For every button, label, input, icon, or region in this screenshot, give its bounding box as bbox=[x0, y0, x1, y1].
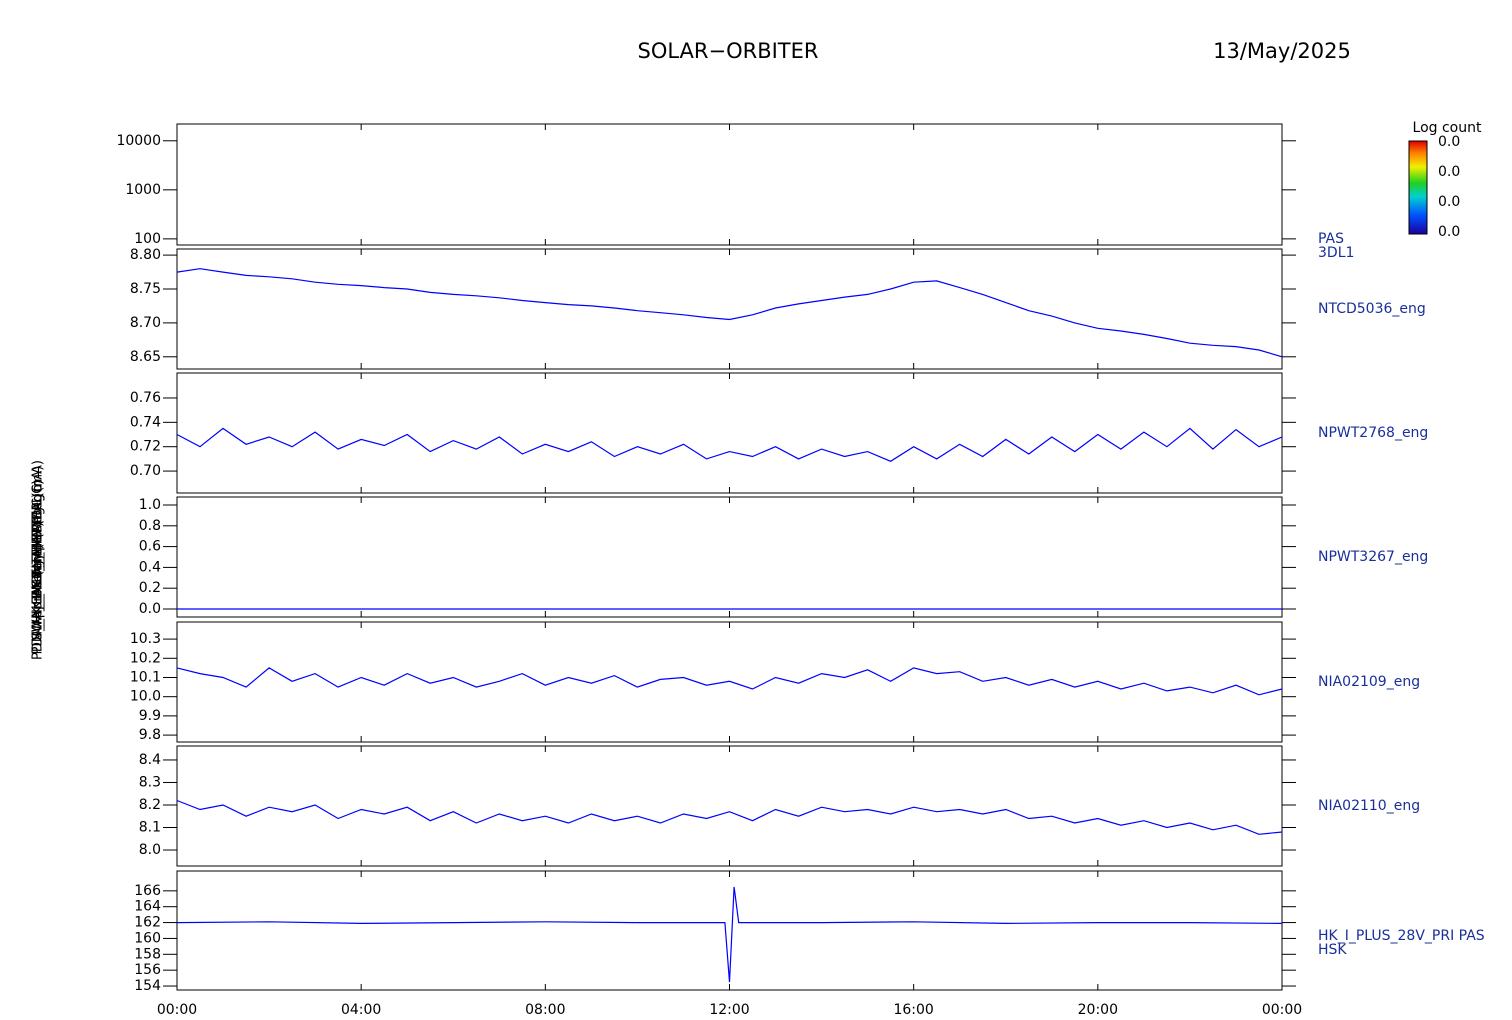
panel-frame bbox=[176, 496, 1283, 618]
series-name: PAS bbox=[1318, 231, 1344, 247]
y-tick-label: 10.0 bbox=[130, 689, 161, 705]
series-name: NTCD5036_eng bbox=[1318, 301, 1426, 317]
series-name: NIA02110_eng bbox=[1318, 798, 1420, 814]
panel-frame bbox=[176, 123, 1283, 246]
y-tick-label: 10.3 bbox=[130, 631, 161, 647]
x-tick-label: 04:00 bbox=[341, 1002, 381, 1018]
series-name: NIA02109_eng bbox=[1318, 674, 1420, 690]
y-tick-label: 0.0 bbox=[139, 601, 161, 617]
y-tick-label: 0.2 bbox=[139, 580, 161, 596]
y-tick-label: 154 bbox=[134, 978, 161, 994]
series-line bbox=[176, 427, 1283, 462]
y-tick-label: 9.9 bbox=[139, 708, 161, 724]
y-tick-label: 0.6 bbox=[139, 539, 161, 555]
y-tick-label: 8.2 bbox=[139, 797, 161, 813]
y-tick-label: 0.4 bbox=[139, 559, 161, 575]
series-line bbox=[176, 799, 1283, 835]
y-tick-label: 160 bbox=[134, 930, 161, 946]
panel-frame bbox=[176, 621, 1283, 743]
y-tick-label: 0.74 bbox=[130, 414, 161, 430]
x-tick-label: 16:00 bbox=[893, 1002, 933, 1018]
y-tick-label: 8.65 bbox=[130, 349, 161, 365]
x-tick-label: 00:00 bbox=[1262, 1002, 1302, 1018]
panel-frame bbox=[176, 745, 1283, 867]
colorbar-tick-label: 0.0 bbox=[1438, 224, 1460, 240]
y-tick-label: 158 bbox=[134, 946, 161, 962]
colorbar bbox=[1408, 140, 1428, 235]
y-tick-label: 156 bbox=[134, 962, 161, 978]
y-tick-label: 8.0 bbox=[139, 842, 161, 858]
y-tick-label: 9.8 bbox=[139, 727, 161, 743]
series-name: NPWT3267_eng bbox=[1318, 549, 1428, 565]
series-line bbox=[176, 886, 1283, 983]
y-axis-label: PDM_HK_IMON_HEATER (mA) bbox=[31, 466, 46, 655]
y-tick-label: 0.8 bbox=[139, 518, 161, 534]
y-tick-label: 8.70 bbox=[130, 315, 161, 331]
y-axis-label: SWA_EAS2_TEMP (DegC) bbox=[31, 480, 46, 641]
y-tick-label: 8.1 bbox=[139, 820, 161, 836]
y-tick-label: 162 bbox=[134, 915, 161, 931]
y-axis-label: SWA_EAS1_TEMP (DegC) bbox=[31, 480, 46, 641]
y-axis-label: PDM_HK_IMON_THERMAL (mA) bbox=[31, 460, 46, 660]
series-name: NPWT2768_eng bbox=[1318, 425, 1428, 441]
y-tick-label: 8.80 bbox=[130, 247, 161, 263]
panel-frame bbox=[176, 372, 1283, 494]
x-tick-label: 00:00 bbox=[157, 1002, 197, 1018]
y-tick-label: 8.4 bbox=[139, 752, 161, 768]
y-tick-label: 166 bbox=[134, 883, 161, 899]
y-tick-label: 0.72 bbox=[130, 439, 161, 455]
y-tick-label: 0.76 bbox=[130, 390, 161, 406]
series-name: 3DL1 bbox=[1318, 245, 1354, 261]
y-axis-label: Energy (eV) bbox=[31, 522, 46, 599]
colorbar-label: Log count bbox=[1413, 120, 1482, 136]
y-tick-label: 100 bbox=[134, 231, 161, 247]
series-line bbox=[176, 667, 1283, 696]
series-name: HSK bbox=[1318, 942, 1347, 958]
x-tick-label: 08:00 bbox=[525, 1002, 565, 1018]
y-tick-label: 1.0 bbox=[139, 497, 161, 513]
y-axis-label: Approx Temp (DegC) bbox=[31, 493, 46, 627]
y-tick-label: 8.3 bbox=[139, 774, 161, 790]
x-tick-label: 12:00 bbox=[709, 1002, 749, 1018]
y-tick-label: 10000 bbox=[116, 133, 161, 149]
panel-frame bbox=[176, 248, 1283, 370]
y-tick-label: 8.75 bbox=[130, 281, 161, 297]
y-tick-label: 0.70 bbox=[130, 463, 161, 479]
y-tick-label: 1000 bbox=[125, 182, 161, 198]
colorbar-tick-label: 0.0 bbox=[1438, 134, 1460, 150]
y-tick-label: 10.1 bbox=[130, 669, 161, 685]
title: SOLAR−ORBITER bbox=[637, 39, 818, 63]
date: 13/May/2025 bbox=[1213, 39, 1351, 63]
series-name: HK_I_PLUS_28V_PRI PAS bbox=[1318, 928, 1485, 944]
colorbar-tick-label: 0.0 bbox=[1438, 194, 1460, 210]
series-line bbox=[176, 268, 1283, 358]
colorbar-tick-label: 0.0 bbox=[1438, 164, 1460, 180]
y-tick-label: 164 bbox=[134, 899, 161, 915]
y-axis-label: (mA) bbox=[31, 544, 46, 576]
x-tick-label: 20:00 bbox=[1078, 1002, 1118, 1018]
y-tick-label: 10.2 bbox=[130, 650, 161, 666]
